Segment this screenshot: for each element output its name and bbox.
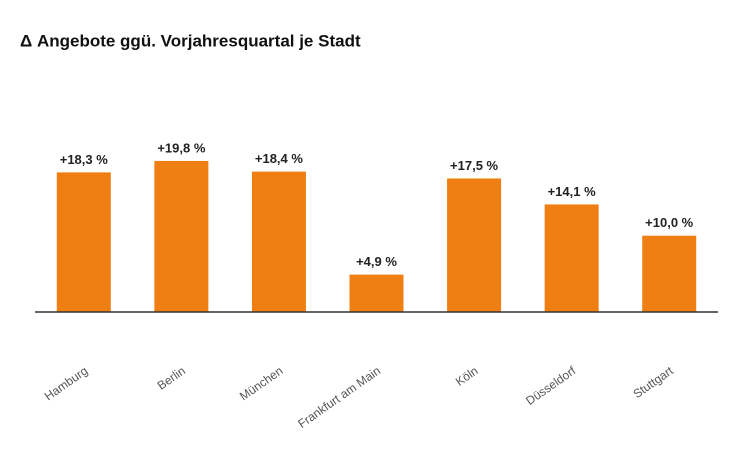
value-label: +17,5 % bbox=[450, 158, 499, 173]
value-label: +19,8 % bbox=[157, 140, 206, 155]
value-label: +4,9 % bbox=[356, 254, 397, 269]
value-label: +10,0 % bbox=[645, 215, 694, 230]
bar bbox=[447, 178, 502, 312]
value-label: +18,3 % bbox=[60, 152, 109, 167]
bar bbox=[349, 274, 404, 312]
bar bbox=[56, 172, 111, 312]
value-label: +14,1 % bbox=[548, 184, 597, 199]
bar bbox=[154, 160, 209, 312]
bar bbox=[642, 235, 697, 312]
bar bbox=[544, 204, 599, 312]
value-label: +18,4 % bbox=[255, 151, 304, 166]
bar bbox=[251, 171, 306, 312]
chart-title: Δ Angebote ggü. Vorjahresquartal je Stad… bbox=[20, 31, 361, 50]
